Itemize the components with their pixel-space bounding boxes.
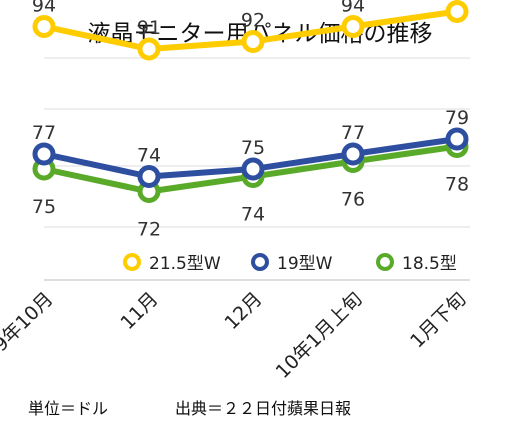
x-tick-label: 10年1月上旬 bbox=[272, 288, 367, 383]
data-point bbox=[445, 0, 469, 23]
data-label: 91 bbox=[137, 17, 161, 39]
x-tick-label: 1月下旬 bbox=[406, 288, 470, 352]
data-label: 75 bbox=[241, 137, 265, 159]
legend: 21.5型W 19型W 18.5型 bbox=[123, 253, 457, 274]
data-label: 94 bbox=[341, 0, 365, 17]
data-point bbox=[341, 142, 365, 166]
unit-note: 単位＝ドル bbox=[28, 399, 108, 418]
series-layer bbox=[32, 0, 469, 203]
data-label: 77 bbox=[341, 122, 365, 144]
data-label: 78 bbox=[445, 174, 469, 196]
legend-label: 18.5型 bbox=[402, 254, 457, 274]
legend-label: 21.5型W bbox=[149, 254, 221, 274]
source-note: 出典＝２２日付蘋果日報 bbox=[175, 399, 351, 418]
data-point bbox=[137, 37, 161, 61]
data-point bbox=[32, 15, 56, 38]
data-label: 77 bbox=[32, 122, 56, 144]
data-point bbox=[32, 142, 56, 166]
data-labels: 75 72 74 76 78 77 74 75 77 79 94 91 92 94 96 bbox=[32, 0, 469, 241]
data-point bbox=[445, 127, 469, 151]
data-label: 92 bbox=[241, 10, 265, 32]
data-label: 75 bbox=[32, 196, 56, 218]
data-point bbox=[137, 165, 161, 188]
data-point bbox=[341, 15, 365, 38]
legend-marker bbox=[123, 253, 141, 271]
x-tick-label: 12月 bbox=[220, 288, 266, 334]
data-point bbox=[241, 157, 265, 181]
data-point bbox=[241, 30, 265, 53]
x-tick-label: 09年10月 bbox=[0, 288, 58, 365]
data-label: 72 bbox=[137, 219, 161, 241]
data-label: 79 bbox=[445, 107, 469, 129]
legend-label: 19型W bbox=[277, 254, 333, 274]
legend-marker bbox=[376, 253, 394, 271]
data-label: 96 bbox=[445, 0, 469, 2]
x-tick-label: 11月 bbox=[116, 288, 162, 334]
data-label: 76 bbox=[341, 189, 365, 211]
legend-marker bbox=[251, 253, 269, 271]
data-label: 74 bbox=[137, 145, 161, 167]
data-label: 94 bbox=[32, 0, 56, 17]
x-axis-ticks: 09年10月 11月 12月 10年1月上旬 1月下旬 bbox=[0, 288, 471, 383]
data-label: 74 bbox=[241, 204, 265, 226]
